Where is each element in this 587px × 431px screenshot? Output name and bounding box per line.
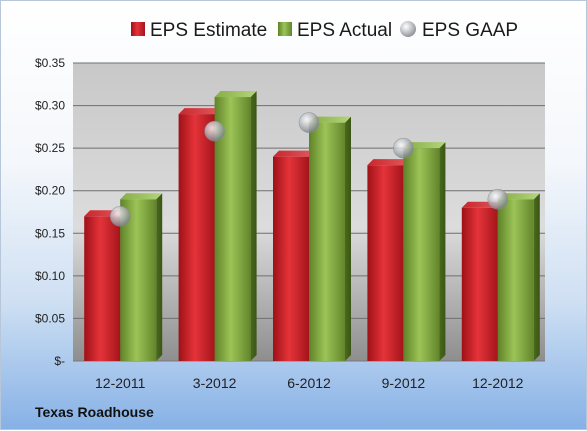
bar-eps-estimate: [461, 207, 498, 361]
bar-eps-actual-top: [497, 193, 540, 200]
legend-marker-eps-gaap: [400, 21, 416, 37]
x-tick-label: 12-2012: [472, 375, 524, 391]
bar-eps-actual: [309, 122, 345, 361]
bar-eps-actual-top: [214, 91, 257, 98]
bar-eps-actual: [497, 199, 534, 361]
bar-eps-actual: [214, 97, 251, 362]
bar-eps-estimate: [178, 114, 215, 361]
y-tick-label: $0.20: [35, 184, 65, 198]
x-axis: 12-2011 3-2012 6-2012 9-2012 12-2012: [95, 375, 524, 391]
gaap-markers: [109, 112, 509, 227]
y-tick-label: $0.35: [35, 56, 65, 70]
x-tick-label: 3-2012: [193, 375, 237, 391]
legend-swatch-eps-estimate: [131, 22, 145, 36]
gaap-marker: [298, 112, 320, 133]
bar-eps-actual: [403, 148, 440, 361]
bar-eps-actual-top: [309, 116, 351, 123]
chart-caption: Texas Roadhouse: [35, 404, 154, 420]
y-tick-label: $0.10: [35, 269, 65, 283]
gaap-marker: [204, 120, 225, 142]
bar-eps-actual-side: [250, 91, 257, 362]
bars: [84, 91, 540, 362]
legend: EPS Estimate EPS Actual EPS GAAP: [131, 20, 518, 41]
bar-eps-actual: [120, 199, 157, 361]
bar-eps-actual-side: [533, 193, 540, 361]
legend-label-eps-actual: EPS Actual: [297, 20, 392, 41]
y-axis: $- $0.05 $0.10 $0.15 $0.20 $0.25 $0.30 $0.35: [35, 56, 65, 368]
bar-eps-actual-top: [120, 193, 163, 200]
y-tick-label: $0.25: [35, 141, 65, 155]
bar-eps-estimate: [273, 156, 309, 361]
x-tick-label: 9-2012: [382, 375, 426, 391]
bar-eps-estimate-top: [178, 108, 221, 115]
legend-swatch-eps-actual: [278, 22, 292, 36]
legend-label-eps-gaap: EPS GAAP: [422, 20, 518, 41]
bar-eps-estimate: [84, 216, 121, 361]
bar-eps-actual-top: [403, 142, 446, 149]
y-tick-label: $0.15: [35, 226, 65, 240]
bar-eps-estimate: [367, 165, 404, 361]
x-tick-label: 12-2011: [95, 375, 146, 391]
bar-eps-actual-side: [345, 116, 351, 361]
bar-eps-actual-side: [156, 193, 163, 361]
bar-eps-estimate-top: [273, 150, 315, 157]
gaap-marker: [109, 205, 131, 227]
y-tick-label: $-: [54, 354, 65, 368]
gaap-marker: [393, 137, 414, 159]
y-tick-label: $0.30: [35, 99, 65, 113]
x-tick-label: 6-2012: [287, 375, 331, 391]
gaap-marker: [487, 188, 509, 210]
bar-eps-actual-side: [439, 142, 446, 361]
bar-eps-estimate-top: [367, 159, 410, 166]
y-tick-label: $0.05: [35, 311, 65, 325]
legend-label-eps-estimate: EPS Estimate: [150, 20, 267, 41]
